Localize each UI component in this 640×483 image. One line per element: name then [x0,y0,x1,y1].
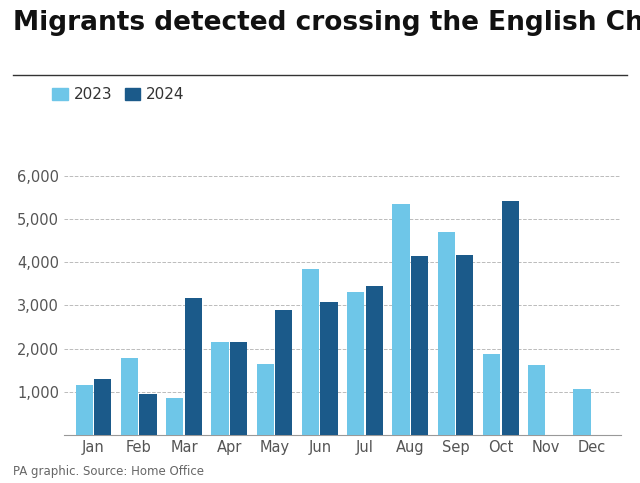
Bar [230,342,247,435]
Bar [140,394,157,435]
Bar [347,293,364,435]
Bar [302,269,319,435]
Text: PA graphic. Source: Home Office: PA graphic. Source: Home Office [13,465,204,478]
Bar [121,358,138,435]
Bar [528,365,545,435]
Bar [184,298,202,435]
Bar [483,354,500,435]
Bar [502,201,519,435]
Legend: 2023, 2024: 2023, 2024 [52,87,184,102]
Text: Migrants detected crossing the English Channel: Migrants detected crossing the English C… [13,10,640,36]
Bar [275,310,292,435]
Bar [257,364,274,435]
Bar [573,389,591,435]
Bar [94,379,111,435]
Bar [321,302,338,435]
Bar [365,286,383,435]
Bar [76,385,93,435]
Bar [438,232,455,435]
Bar [456,255,474,435]
Bar [166,398,183,435]
Bar [392,204,410,435]
Bar [411,256,428,435]
Bar [211,342,228,435]
